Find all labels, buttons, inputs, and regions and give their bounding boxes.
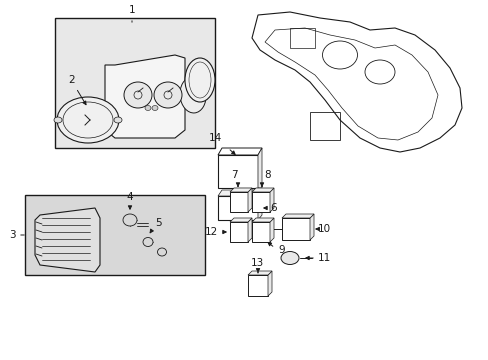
Ellipse shape bbox=[124, 82, 152, 108]
Text: 13: 13 bbox=[250, 258, 263, 268]
Bar bbox=[251, 192, 269, 212]
Bar bbox=[218, 196, 258, 220]
Bar bbox=[218, 155, 258, 188]
Text: 2: 2 bbox=[68, 75, 75, 85]
Polygon shape bbox=[229, 218, 251, 222]
Text: 10: 10 bbox=[317, 224, 330, 234]
Polygon shape bbox=[251, 218, 273, 222]
Polygon shape bbox=[218, 148, 262, 155]
Polygon shape bbox=[247, 218, 251, 242]
Polygon shape bbox=[247, 271, 271, 275]
Bar bbox=[251, 222, 269, 242]
Ellipse shape bbox=[157, 248, 166, 256]
Text: 4: 4 bbox=[126, 192, 133, 202]
Text: 11: 11 bbox=[317, 253, 330, 263]
Polygon shape bbox=[229, 188, 251, 192]
Polygon shape bbox=[258, 148, 262, 188]
Bar bbox=[282, 218, 309, 240]
Polygon shape bbox=[247, 188, 251, 212]
Ellipse shape bbox=[281, 252, 298, 265]
Polygon shape bbox=[35, 208, 100, 272]
Ellipse shape bbox=[142, 238, 153, 247]
Polygon shape bbox=[309, 214, 313, 240]
Text: 5: 5 bbox=[154, 218, 161, 228]
Polygon shape bbox=[282, 214, 313, 218]
Ellipse shape bbox=[57, 97, 119, 143]
Ellipse shape bbox=[180, 77, 205, 113]
Polygon shape bbox=[105, 55, 184, 138]
Ellipse shape bbox=[54, 117, 62, 123]
Polygon shape bbox=[251, 188, 273, 192]
Text: 6: 6 bbox=[269, 203, 276, 213]
Bar bbox=[229, 222, 247, 242]
Bar bbox=[229, 192, 247, 212]
Polygon shape bbox=[218, 190, 262, 196]
Text: 9: 9 bbox=[278, 245, 284, 255]
Ellipse shape bbox=[114, 117, 122, 123]
Text: 12: 12 bbox=[204, 227, 218, 237]
Ellipse shape bbox=[154, 82, 182, 108]
Text: 3: 3 bbox=[9, 230, 15, 240]
Text: 14: 14 bbox=[208, 133, 221, 143]
Ellipse shape bbox=[152, 105, 158, 111]
Bar bbox=[309, 112, 339, 140]
Bar bbox=[289, 28, 314, 48]
Polygon shape bbox=[269, 218, 273, 242]
Polygon shape bbox=[267, 271, 271, 296]
Bar bbox=[247, 275, 267, 296]
Bar bbox=[55, 18, 215, 148]
Text: 7: 7 bbox=[230, 170, 237, 180]
Ellipse shape bbox=[123, 214, 137, 226]
Ellipse shape bbox=[184, 58, 215, 102]
Text: 8: 8 bbox=[264, 170, 271, 180]
Bar bbox=[25, 195, 204, 275]
Text: 1: 1 bbox=[128, 5, 135, 15]
Polygon shape bbox=[269, 188, 273, 212]
Ellipse shape bbox=[145, 105, 151, 111]
Polygon shape bbox=[258, 190, 262, 220]
